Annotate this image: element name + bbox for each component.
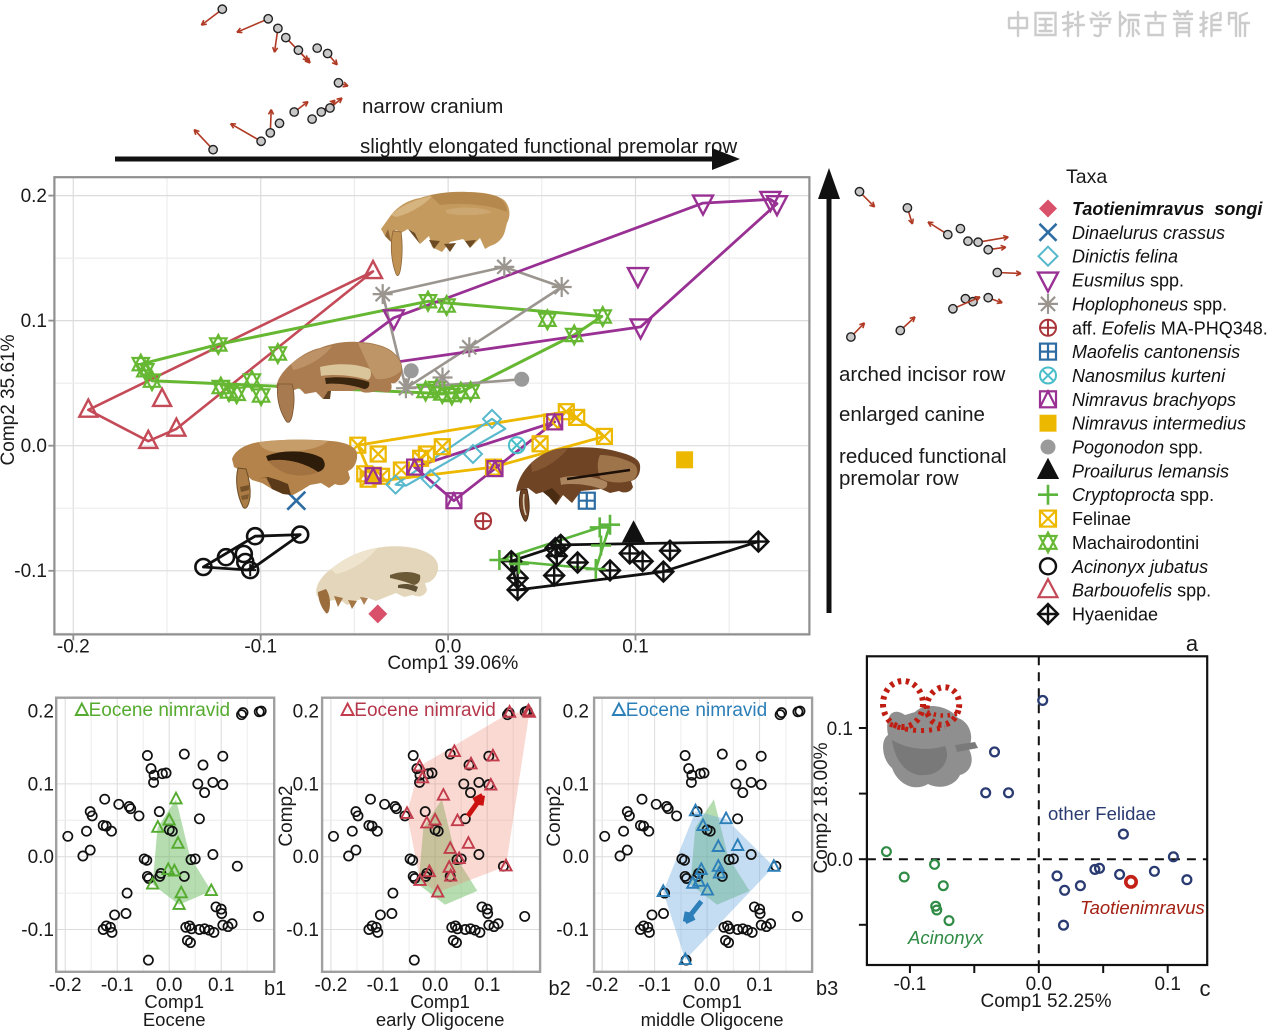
svg-text:Nanosmilus kurteni: Nanosmilus kurteni — [1072, 366, 1226, 386]
svg-text:-0.2: -0.2 — [315, 975, 348, 996]
svg-text:reduced functional: reduced functional — [839, 445, 1007, 468]
svg-text:0.1: 0.1 — [474, 975, 500, 996]
svg-text:-0.2: -0.2 — [57, 637, 90, 658]
svg-text:-0.1: -0.1 — [101, 975, 134, 996]
svg-text:Comp2 18.00%: Comp2 18.00% — [811, 742, 832, 873]
svg-text:Comp1: Comp1 — [144, 991, 204, 1012]
svg-text:0.0: 0.0 — [435, 637, 461, 658]
svg-text:0.2: 0.2 — [21, 186, 47, 207]
svg-text:Nimravus intermedius: Nimravus intermedius — [1072, 414, 1246, 434]
svg-text:Comp1 52.25%: Comp1 52.25% — [981, 991, 1112, 1012]
svg-text:-0.1: -0.1 — [14, 561, 47, 582]
svg-text:other Felidae: other Felidae — [1048, 803, 1156, 824]
svg-text:-0.1: -0.1 — [638, 975, 671, 996]
svg-text:c: c — [1200, 976, 1211, 1001]
svg-text:b1: b1 — [264, 978, 286, 1000]
svg-text:Comp1 39.06%: Comp1 39.06% — [387, 653, 518, 674]
svg-text:b3: b3 — [816, 978, 838, 1000]
svg-text:Felinae: Felinae — [1072, 509, 1131, 529]
svg-text:early Oligocene: early Oligocene — [376, 1009, 505, 1030]
svg-text:0.1: 0.1 — [28, 774, 54, 795]
svg-text:0.0: 0.0 — [156, 975, 182, 996]
svg-text:Nimravus brachyops: Nimravus brachyops — [1072, 390, 1236, 410]
svg-text:Eocene: Eocene — [143, 1009, 206, 1030]
svg-text:premolar row: premolar row — [839, 467, 959, 490]
svg-text:Taotienimravus songi: Taotienimravus songi — [1072, 199, 1263, 219]
svg-text:enlarged canine: enlarged canine — [839, 403, 985, 426]
svg-text:0.0: 0.0 — [28, 847, 54, 868]
svg-text:Acinonyx jubatus: Acinonyx jubatus — [1071, 557, 1208, 577]
svg-text:0.0: 0.0 — [563, 847, 589, 868]
svg-text:Acinonyx: Acinonyx — [907, 927, 984, 948]
svg-text:-0.1: -0.1 — [286, 920, 319, 941]
svg-text:Machairodontini: Machairodontini — [1072, 533, 1199, 553]
svg-text:0.1: 0.1 — [563, 774, 589, 795]
svg-text:b2: b2 — [549, 978, 571, 1000]
svg-text:0.1: 0.1 — [827, 719, 853, 740]
svg-text:Eocene nimravid: Eocene nimravid — [626, 700, 768, 721]
svg-text:Taotienimravus: Taotienimravus — [1080, 897, 1205, 918]
svg-text:Barbouofelis spp.: Barbouofelis spp. — [1072, 581, 1211, 601]
svg-text:Eusmilus spp.: Eusmilus spp. — [1072, 271, 1184, 291]
svg-text:0.0: 0.0 — [21, 436, 47, 457]
svg-text:-0.2: -0.2 — [49, 975, 82, 996]
svg-text:Proailurus lemansis: Proailurus lemansis — [1072, 461, 1229, 481]
svg-text:0.1: 0.1 — [622, 637, 648, 658]
svg-text:0.1: 0.1 — [746, 975, 772, 996]
svg-text:0.0: 0.0 — [422, 975, 448, 996]
svg-text:0.1: 0.1 — [293, 774, 319, 795]
svg-text:aff. Eofelis MA-PHQ348.: aff. Eofelis MA-PHQ348. — [1072, 318, 1268, 338]
svg-text:0.0: 0.0 — [293, 847, 319, 868]
svg-text:-0.1: -0.1 — [21, 920, 54, 941]
svg-text:Pogonodon spp.: Pogonodon spp. — [1072, 438, 1203, 458]
svg-text:0.0: 0.0 — [1026, 974, 1052, 995]
svg-text:0.0: 0.0 — [827, 850, 853, 871]
svg-text:-0.2: -0.2 — [586, 975, 619, 996]
svg-text:Comp2: Comp2 — [276, 785, 297, 846]
svg-text:Dinictis felina: Dinictis felina — [1072, 247, 1178, 267]
svg-text:Comp1: Comp1 — [682, 991, 742, 1012]
svg-text:Taxa: Taxa — [1066, 166, 1107, 188]
svg-text:middle Oligocene: middle Oligocene — [641, 1009, 784, 1030]
svg-text:-0.1: -0.1 — [367, 975, 400, 996]
svg-text:narrow cranium: narrow cranium — [362, 95, 503, 118]
svg-text:0.1: 0.1 — [208, 975, 234, 996]
svg-text:-0.1: -0.1 — [556, 920, 589, 941]
svg-text:arched incisor row: arched incisor row — [839, 363, 1006, 386]
svg-text:Comp1: Comp1 — [410, 991, 470, 1012]
svg-text:Hyaenidae: Hyaenidae — [1072, 605, 1158, 625]
svg-text:0.2: 0.2 — [563, 702, 589, 723]
svg-text:Hoplophoneus spp.: Hoplophoneus spp. — [1072, 294, 1227, 314]
svg-text:0.1: 0.1 — [1154, 974, 1180, 995]
svg-text:-0.1: -0.1 — [894, 974, 927, 995]
svg-text:Cryptoprocta spp.: Cryptoprocta spp. — [1072, 485, 1214, 505]
svg-text:Dinaelurus crassus: Dinaelurus crassus — [1072, 223, 1225, 243]
svg-text:0.2: 0.2 — [293, 702, 319, 723]
svg-text:0.2: 0.2 — [28, 702, 54, 723]
svg-text:Comp2 35.61%: Comp2 35.61% — [0, 334, 19, 465]
svg-text:Maofelis cantonensis: Maofelis cantonensis — [1072, 342, 1240, 362]
svg-text:Eocene nimravid: Eocene nimravid — [89, 700, 231, 721]
svg-text:slightly elongated functional: slightly elongated functional premolar r… — [360, 135, 737, 158]
svg-text:0.0: 0.0 — [694, 975, 720, 996]
svg-text:a: a — [1186, 631, 1199, 656]
svg-text:0.1: 0.1 — [21, 311, 47, 332]
svg-text:Eocene nimravid: Eocene nimravid — [354, 700, 496, 721]
svg-text:Comp2: Comp2 — [544, 785, 565, 846]
svg-text:-0.1: -0.1 — [244, 637, 277, 658]
